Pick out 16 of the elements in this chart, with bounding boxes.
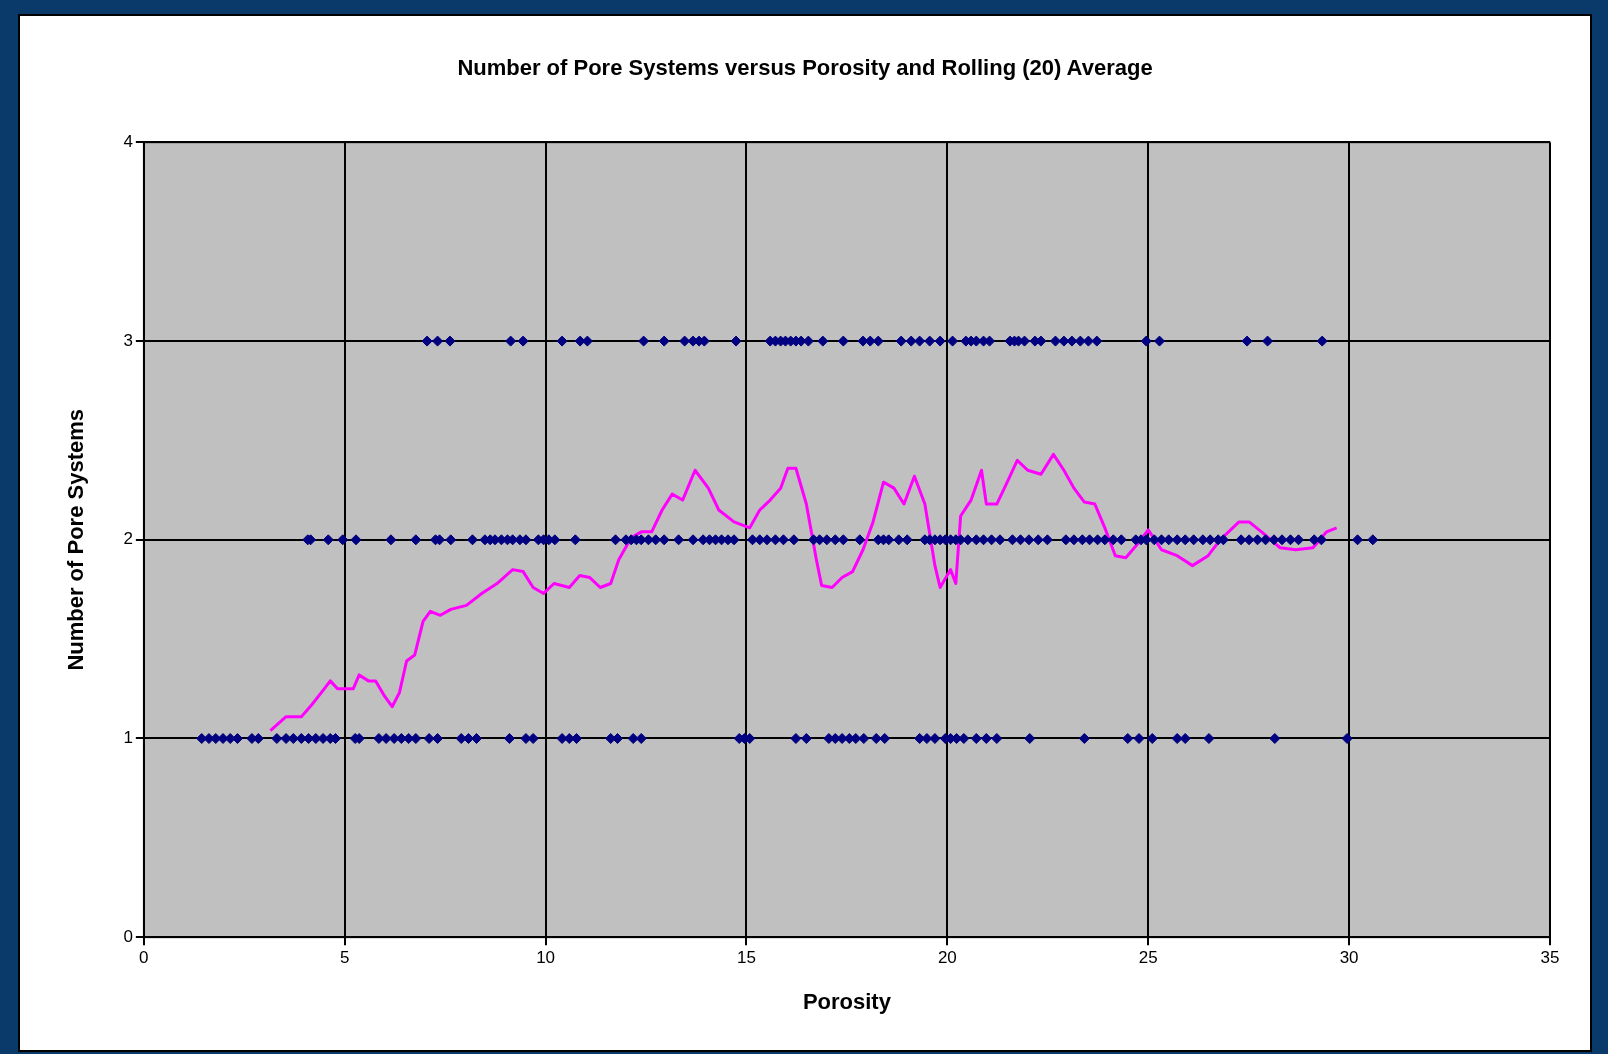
x-tick-label: 20 (937, 948, 957, 968)
y-tick-label: 2 (123, 529, 133, 549)
y-tick-label: 4 (123, 132, 133, 152)
x-tick-label: 25 (1138, 948, 1158, 968)
x-tick-label: 5 (340, 948, 350, 968)
x-tick-label: 30 (1339, 948, 1359, 968)
y-tick-label: 0 (123, 926, 133, 946)
x-tick-label: 35 (1540, 948, 1560, 968)
x-axis-title: Porosity (802, 988, 892, 1014)
x-tick-label: 15 (737, 948, 756, 968)
y-axis-title: Number of Pore Systems (63, 408, 89, 671)
y-tick-label: 3 (123, 330, 133, 350)
x-tick-label: 0 (139, 948, 149, 968)
x-tick-label: 10 (536, 948, 556, 968)
y-tick-label: 1 (123, 728, 133, 748)
chart-title: Number of Pore Systems versus Porosity and Rolling (20) Average (457, 55, 1153, 81)
